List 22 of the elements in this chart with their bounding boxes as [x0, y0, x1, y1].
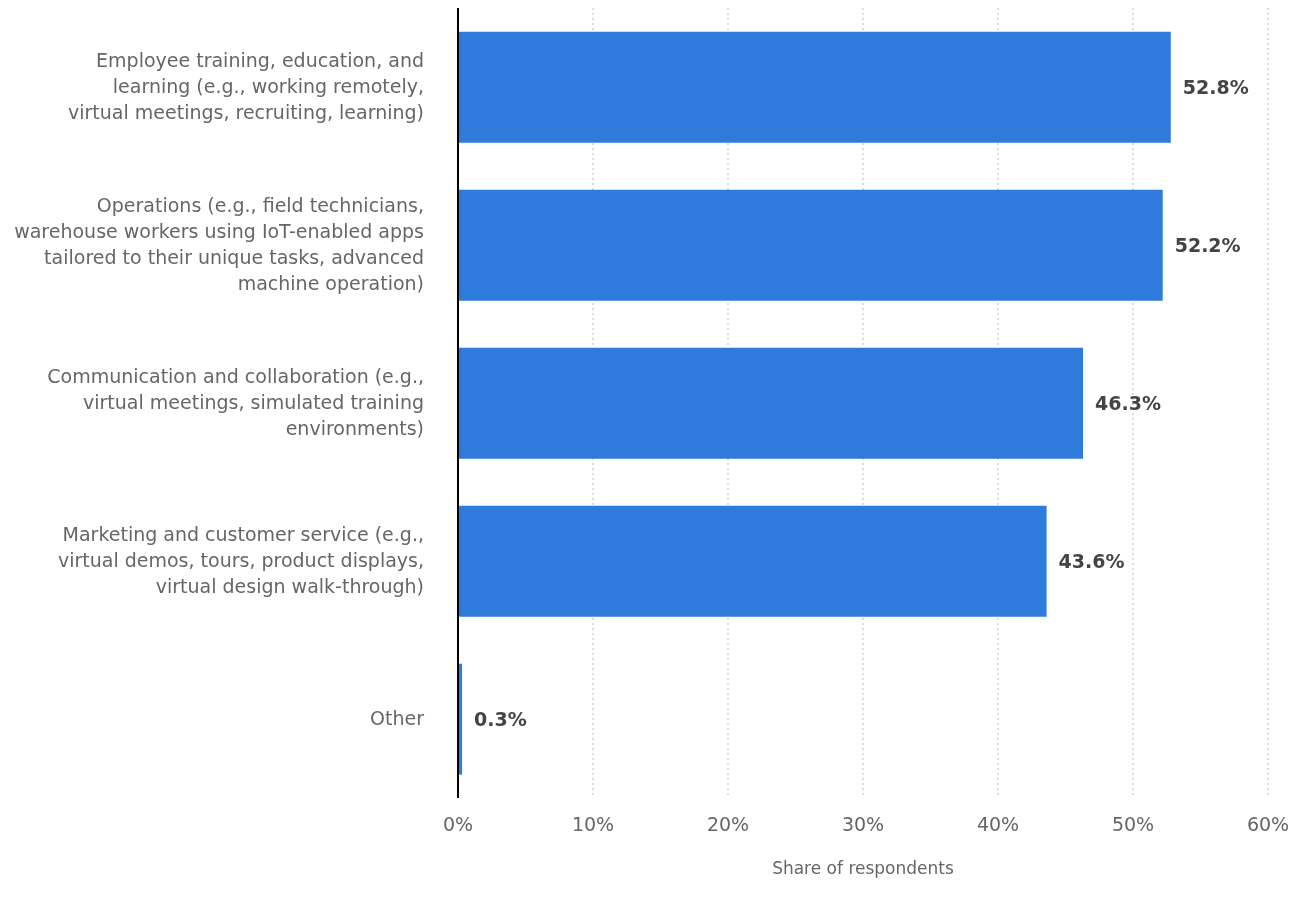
data-label: 46.3%: [1095, 391, 1161, 414]
y-tick-label: Operations (e.g., field technicians, warehouse workers using IoT-enabled apps tailored to their unique tasks, advanced machine operation): [14, 193, 424, 294]
x-tick-label: 50%: [1111, 813, 1155, 836]
data-label: 0.3%: [474, 707, 527, 730]
y-tick-label: Communication and collaboration (e.g., virtual meetings, simulated training environments): [47, 364, 424, 439]
x-tick-label: 30%: [841, 813, 885, 836]
y-tick-label: Employee training, education, and learning (e.g., working remotely, virtual meetings, recruiting, learning): [68, 48, 424, 123]
data-label: 52.2%: [1174, 233, 1241, 256]
bar: [458, 31, 1171, 143]
x-axis-title: Share of respondents: [772, 858, 954, 878]
bar: [458, 505, 1047, 617]
y-tick-label: Marketing and customer service (e.g., virtual demos, tours, product displays, virtual design walk-through): [57, 522, 424, 597]
y-tick-label: Other: [370, 706, 425, 729]
bar: [458, 189, 1163, 301]
data-label: 52.8%: [1182, 75, 1249, 98]
bar: [458, 347, 1084, 459]
x-tick-label: 0%: [442, 813, 474, 836]
x-tick-label: 60%: [1246, 813, 1290, 836]
data-label: 43.6%: [1058, 549, 1125, 572]
x-tick-label: 20%: [706, 813, 750, 836]
x-tick-label: 40%: [976, 813, 1020, 836]
x-tick-label: 10%: [571, 813, 615, 836]
